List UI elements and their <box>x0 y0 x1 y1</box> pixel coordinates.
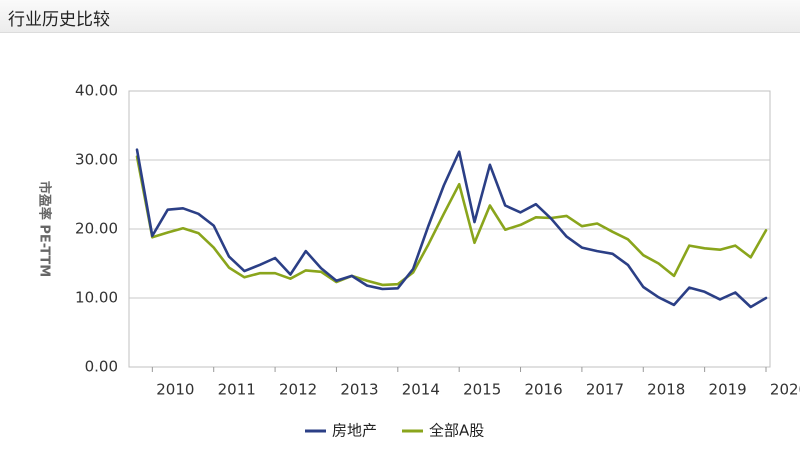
x-tick-label: 2011 <box>218 381 256 399</box>
x-tick-label: 2020 <box>770 381 800 399</box>
legend-label: 房地产 <box>332 422 377 440</box>
x-axis-ticks: 2010 2011 2012 2013 2014 2015 2016 2017 2018 2019… <box>151 367 800 399</box>
x-tick-label: 2010 <box>156 381 194 399</box>
x-tick-label: 2019 <box>709 381 747 399</box>
x-tick-label: 2012 <box>279 381 317 399</box>
panel-title: 行业历史比较 <box>8 10 110 30</box>
x-tick-label: 2018 <box>647 381 685 399</box>
grid-lines <box>129 159 770 299</box>
y-tick-label: 40.00 <box>75 82 118 100</box>
x-tick-label: 2017 <box>586 381 624 399</box>
x-tick-label: 2016 <box>524 381 562 399</box>
y-tick-label: 30.00 <box>75 151 118 169</box>
x-tick-label: 2015 <box>463 381 501 399</box>
y-tick-label: 10.00 <box>75 289 118 307</box>
series-lines <box>135 148 768 309</box>
y-axis-ticks: 0.00 10.00 20.00 30.00 40.00 <box>75 82 118 376</box>
y-tick-label: 20.00 <box>75 220 118 238</box>
legend-label: 全部A股 <box>429 422 484 440</box>
series-line <box>135 155 768 287</box>
x-tick-label: 2014 <box>402 381 440 399</box>
y-axis-label: 市盈率 PE-TTM <box>37 181 53 277</box>
x-tick-label: 2013 <box>340 381 378 399</box>
legend: 房地产 全部A股 <box>305 422 484 440</box>
y-tick-label: 0.00 <box>85 358 118 376</box>
series-line <box>135 148 768 309</box>
panel-header: 行业历史比较 <box>0 0 800 33</box>
